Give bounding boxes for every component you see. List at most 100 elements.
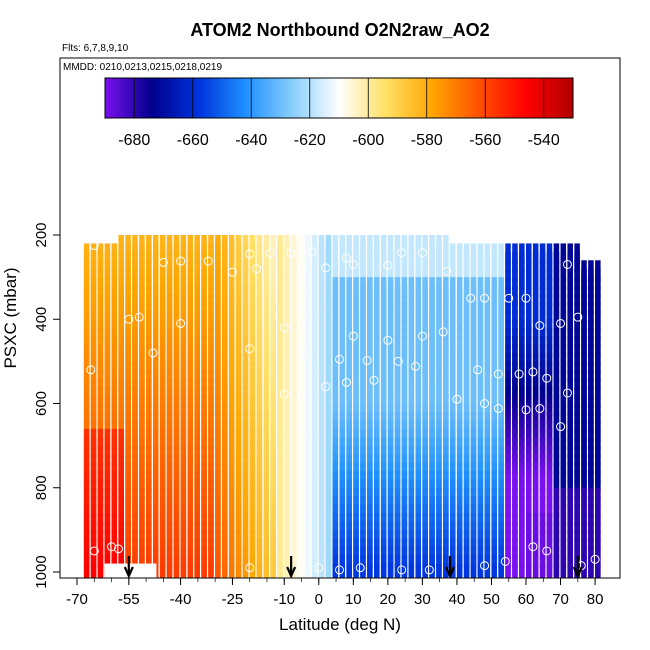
colorbar: -680 -660 -640 -620 -600 -580 -560 -540 [104,77,574,149]
sample-point [335,565,344,575]
heatmap-cell [346,563,352,578]
heatmap-cell [567,563,573,578]
x-tick-label: -40 [170,591,192,608]
sample-point [493,404,503,414]
colorbar-bar [104,77,574,119]
sample-point [466,293,476,303]
heatmap-cell [532,563,539,578]
x-tick-label: -25 [222,591,244,608]
sample-point [500,556,510,566]
heatmap-cell [277,563,283,578]
sample-point [514,369,524,379]
sample-point [348,259,358,269]
sample-point [535,404,545,414]
sample-point [590,554,600,564]
sample-point [480,399,490,408]
sample-point [176,318,186,328]
heatmap-cell [560,563,567,578]
heatmap-cell [90,563,97,578]
heatmap-cell [353,563,359,578]
x-tick-label: 20 [380,591,397,608]
flight-arrow-head [123,566,134,578]
sample-point [528,542,538,552]
heatmap-cell [270,563,276,578]
sample-point [417,248,427,258]
colorbar-tick-label: -560 [469,132,501,149]
sample-point [335,354,344,364]
sample-point [369,375,379,385]
heatmap-cell [187,563,194,578]
flight-arrow-head [286,566,297,578]
heatmap-cell [539,563,546,578]
sample-point [362,356,372,366]
heatmap-cell [263,563,270,578]
heatmap-cell [505,563,511,578]
heatmap-cell [477,563,484,578]
sample-point [113,544,123,554]
heatmap-cell [166,563,173,578]
heatmap-cell [436,563,442,578]
heatmap-cell [401,563,408,578]
colorbar-tick-label: -620 [294,132,326,149]
heatmap-cell [235,563,242,578]
x-axis-label: Latitude (deg N) [279,615,401,634]
heatmap-cell [588,563,594,578]
heatmap-cell [415,563,421,578]
sample-point [124,314,134,324]
colorbar-tick-label: -600 [352,132,384,149]
x-tick-label: 30 [414,591,431,608]
sample-point [341,377,351,387]
sample-point [573,312,583,322]
sample-point [321,263,331,273]
heatmap-cell [242,563,249,578]
heatmap-cell [318,563,325,578]
x-tick-label: 10 [345,591,362,608]
sample-point [393,356,403,366]
heatmap-cell [443,563,449,578]
sample-point [314,563,324,573]
sample-point [493,369,503,379]
sample-point [321,382,331,392]
colorbar-tick-label: -640 [235,132,267,149]
heatmap-cell [298,563,304,578]
heatmap-cell [595,563,601,578]
sample-point [562,388,572,398]
heatmap-cell [222,563,228,578]
heatmap-cell [484,563,491,578]
sample-point [158,257,168,267]
heatmap-cell [215,563,221,578]
sample-point [355,563,365,573]
sample-point [134,312,144,322]
y-axis-label: PSXC (mbar) [1,267,20,368]
heatmap-cell [201,563,207,578]
heatmap-cell [512,563,518,578]
heatmap-cell [325,563,332,578]
sample-point [397,565,407,575]
sample-point [442,266,452,276]
sample-point [452,394,462,404]
heatmap-cell [429,563,435,578]
flights-note: Flts: 6,7,8,9,10 [62,43,129,54]
x-tick-label: 0 [315,591,323,608]
y-tick-label: 1000 [33,555,50,588]
y-tick-label: 600 [33,391,50,416]
sample-point [556,422,566,432]
y-tick-label: 800 [33,475,50,500]
sample-point [521,405,531,415]
sample-point [341,253,351,263]
sample-point [521,293,531,303]
heatmap-cell [173,563,180,578]
sample-point [438,327,448,337]
heatmap-cell [180,563,187,578]
heatmap-cell [491,563,497,578]
sample-point [535,321,545,331]
sample-point [107,542,117,552]
heatmap-cell [194,563,200,578]
plot-area [83,235,601,578]
heatmap-cell [249,563,256,578]
heatmap-cell [159,563,166,578]
heatmap-cell [339,563,345,578]
sample-point [265,248,275,258]
heatmap-cell [519,563,525,578]
